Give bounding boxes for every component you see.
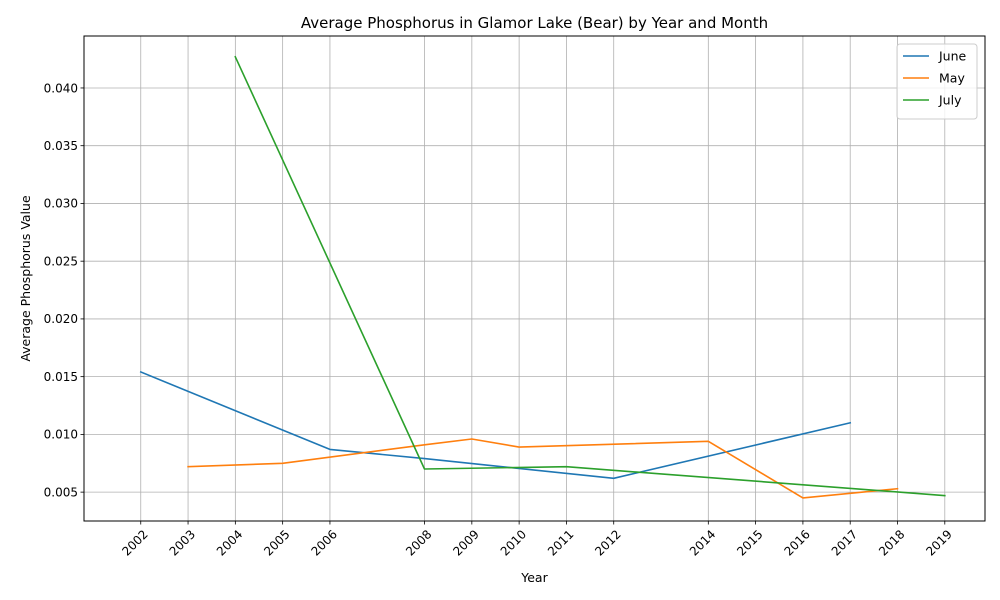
legend-label-june: June <box>938 49 967 64</box>
y-tick-label: 0.005 <box>44 485 78 499</box>
x-axis-label: Year <box>520 570 548 585</box>
y-tick-label: 0.035 <box>44 139 78 153</box>
y-tick-label: 0.025 <box>44 254 78 268</box>
y-tick-label: 0.040 <box>44 81 78 95</box>
y-tick-label: 0.020 <box>44 312 78 326</box>
y-tick-label: 0.030 <box>44 197 78 211</box>
grid <box>84 36 985 521</box>
chart-title: Average Phosphorus in Glamor Lake (Bear)… <box>301 14 768 32</box>
y-axis-label: Average Phosphorus Value <box>18 195 33 362</box>
series-line-may <box>187 438 899 499</box>
legend-label-may: May <box>939 71 965 86</box>
y-tick-label: 0.015 <box>44 370 78 384</box>
series-line-july <box>234 55 946 497</box>
series-lines <box>139 55 946 499</box>
legend-label-july: July <box>938 93 962 108</box>
legend: June May July <box>896 43 978 120</box>
series-line-june <box>139 370 852 480</box>
y-tick-label: 0.010 <box>44 428 78 442</box>
plot-frame <box>83 35 986 522</box>
